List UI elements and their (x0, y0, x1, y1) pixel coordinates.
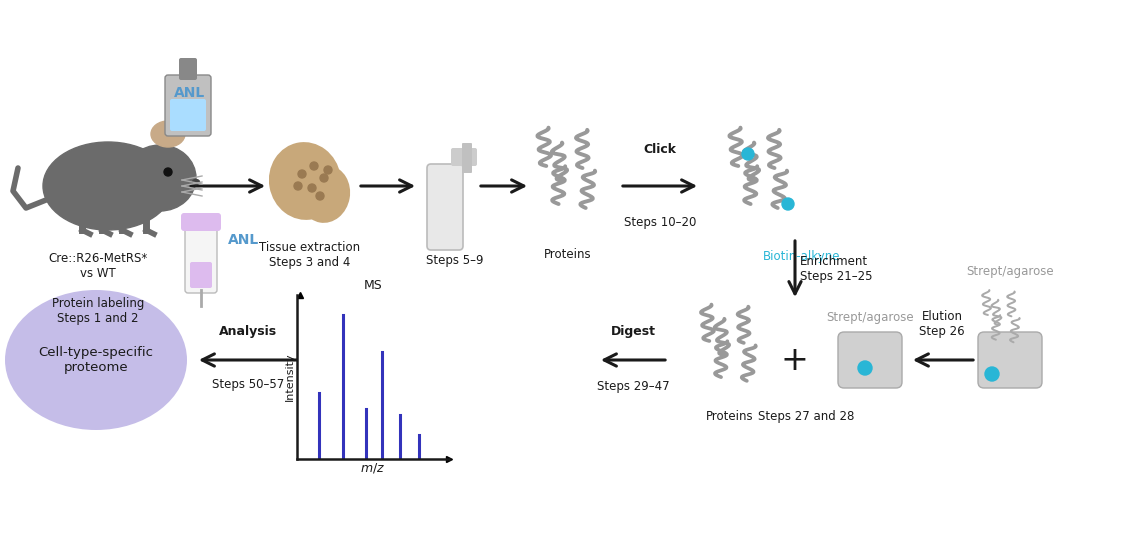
Text: Proteins: Proteins (706, 410, 754, 423)
Circle shape (298, 170, 306, 178)
Circle shape (310, 162, 318, 170)
FancyBboxPatch shape (838, 332, 902, 388)
Text: Steps 48 and 49: Steps 48 and 49 (302, 440, 398, 453)
Text: Cell-type-specific
proteome: Cell-type-specific proteome (38, 346, 154, 374)
Ellipse shape (151, 121, 185, 147)
FancyBboxPatch shape (462, 143, 472, 173)
X-axis label: $m/z$: $m/z$ (360, 461, 386, 475)
Ellipse shape (300, 165, 350, 223)
Circle shape (164, 168, 172, 176)
Circle shape (858, 361, 872, 375)
FancyBboxPatch shape (190, 262, 212, 288)
Text: Enrichment
Steps 21–25: Enrichment Steps 21–25 (800, 255, 873, 283)
Text: Analysis: Analysis (219, 325, 277, 338)
Text: Elution
Step 26: Elution Step 26 (919, 310, 965, 338)
Ellipse shape (125, 145, 196, 211)
Text: ANL: ANL (174, 86, 205, 100)
Circle shape (316, 192, 324, 200)
Ellipse shape (4, 290, 187, 430)
Text: Cre::R26-MetRS*
vs WT

Protein labeling
Steps 1 and 2: Cre::R26-MetRS* vs WT Protein labeling S… (48, 252, 148, 325)
Text: Strept/agarose: Strept/agarose (966, 265, 1054, 278)
Y-axis label: Intensity: Intensity (285, 353, 295, 401)
Text: Steps 27 and 28: Steps 27 and 28 (757, 410, 854, 423)
FancyBboxPatch shape (451, 148, 477, 166)
Title: MS: MS (364, 279, 383, 292)
Text: Steps 29–47: Steps 29–47 (597, 380, 670, 393)
Text: +: + (780, 344, 808, 376)
Ellipse shape (269, 142, 341, 220)
Text: Steps 50–57: Steps 50–57 (212, 378, 284, 391)
Ellipse shape (193, 180, 200, 185)
Text: Proteins: Proteins (544, 248, 591, 261)
Text: Steps 5–9: Steps 5–9 (426, 254, 484, 267)
Circle shape (782, 198, 794, 210)
FancyBboxPatch shape (427, 164, 463, 250)
FancyBboxPatch shape (185, 227, 217, 293)
FancyBboxPatch shape (978, 332, 1042, 388)
FancyBboxPatch shape (165, 75, 211, 136)
Circle shape (985, 367, 999, 381)
Text: Strept/agarose: Strept/agarose (826, 311, 913, 324)
FancyBboxPatch shape (180, 58, 197, 80)
Text: Steps 10–20: Steps 10–20 (624, 216, 696, 229)
Circle shape (742, 148, 754, 160)
FancyBboxPatch shape (181, 213, 221, 231)
Text: Tissue extraction
Steps 3 and 4: Tissue extraction Steps 3 and 4 (259, 241, 360, 269)
Text: Click: Click (644, 143, 677, 156)
Circle shape (294, 182, 302, 190)
Circle shape (324, 166, 332, 174)
Ellipse shape (43, 142, 173, 230)
Text: ANL: ANL (228, 233, 259, 247)
Circle shape (309, 184, 316, 192)
Circle shape (320, 174, 328, 182)
Text: Biotin-alkyne: Biotin-alkyne (763, 250, 840, 263)
Text: Digest: Digest (610, 325, 655, 338)
FancyBboxPatch shape (171, 99, 206, 131)
